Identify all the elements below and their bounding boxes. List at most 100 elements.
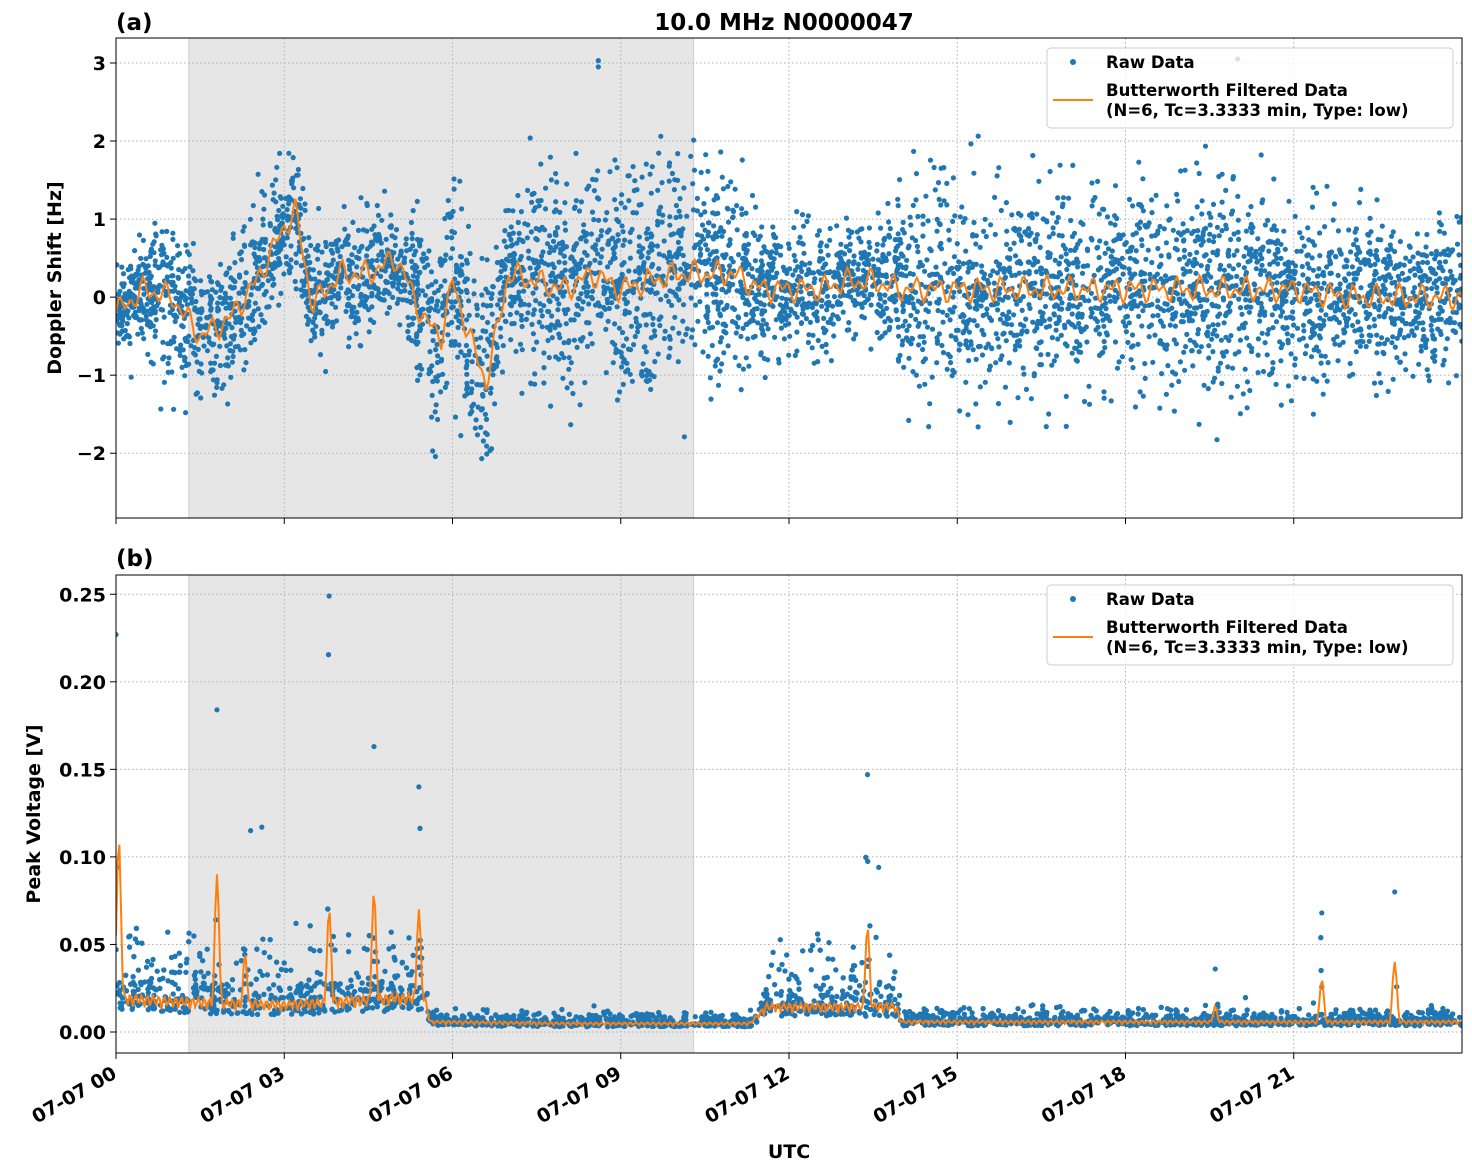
raw-data-point <box>1379 335 1385 341</box>
raw-data-point <box>458 433 464 439</box>
raw-data-point <box>1317 315 1323 321</box>
raw-data-point <box>1021 323 1027 329</box>
raw-data-point <box>1180 221 1186 227</box>
raw-data-point <box>810 301 816 307</box>
raw-data-point <box>654 243 661 249</box>
raw-data-point <box>1006 315 1012 321</box>
raw-data-point <box>1172 245 1178 251</box>
raw-data-point <box>558 250 564 256</box>
raw-data-point <box>459 271 465 278</box>
raw-data-point <box>1241 253 1247 259</box>
raw-data-point <box>1334 334 1340 340</box>
raw-data-point <box>571 258 577 265</box>
raw-data-point <box>720 252 726 258</box>
raw-data-point <box>636 202 642 208</box>
raw-data-point <box>1266 327 1272 333</box>
raw-data-point <box>568 273 574 279</box>
raw-data-point <box>710 236 717 242</box>
raw-data-point <box>786 245 792 251</box>
raw-data-point <box>213 289 219 295</box>
raw-data-point <box>1201 297 1207 303</box>
raw-data-point <box>1187 337 1193 343</box>
raw-data-point <box>607 169 613 175</box>
raw-data-point <box>649 164 655 170</box>
raw-data-point <box>1157 338 1163 344</box>
raw-data-point <box>128 279 134 285</box>
raw-data-point <box>1414 302 1420 308</box>
raw-data-point <box>539 313 545 319</box>
raw-data-point <box>673 214 679 221</box>
raw-data-point <box>719 174 725 180</box>
raw-data-point <box>933 264 939 270</box>
raw-data-point <box>498 268 504 275</box>
raw-data-point <box>167 309 173 316</box>
raw-data-point <box>1288 398 1294 404</box>
raw-data-point <box>316 270 322 276</box>
raw-data-point <box>875 266 882 272</box>
raw-data-point <box>431 290 438 296</box>
raw-data-point <box>609 339 616 345</box>
raw-data-point <box>589 288 596 294</box>
raw-data-point <box>1341 312 1347 318</box>
raw-data-point <box>1243 228 1249 234</box>
raw-data-point <box>1429 317 1435 323</box>
raw-data-point <box>913 237 919 244</box>
raw-data-point <box>824 293 831 299</box>
raw-data-point <box>405 328 411 335</box>
raw-data-point <box>800 306 806 312</box>
raw-data-point <box>532 371 538 377</box>
raw-data-point <box>1047 316 1053 322</box>
raw-data-point <box>712 274 719 280</box>
raw-data-point <box>781 336 788 342</box>
raw-data-point <box>208 305 214 312</box>
raw-data-point <box>734 203 740 209</box>
raw-data-point <box>286 262 292 268</box>
raw-data-point <box>1196 349 1202 355</box>
raw-data-point <box>1306 265 1312 271</box>
raw-data-point <box>568 360 574 366</box>
raw-data-point <box>203 322 209 328</box>
raw-data-point <box>650 321 656 328</box>
raw-data-point <box>1215 304 1222 310</box>
raw-data-point <box>1311 347 1317 353</box>
raw-data-point <box>194 390 200 396</box>
raw-data-point <box>1112 213 1118 219</box>
raw-data-point <box>1406 275 1412 281</box>
raw-data-point <box>800 223 807 229</box>
raw-data-point <box>1436 259 1443 266</box>
raw-data-point <box>1206 355 1212 361</box>
raw-data-point <box>714 280 720 286</box>
raw-data-point <box>170 236 176 242</box>
raw-data-point <box>596 217 602 223</box>
raw-data-point <box>675 248 681 254</box>
raw-data-point <box>904 257 910 263</box>
raw-data-point <box>546 354 552 361</box>
raw-data-point <box>1364 315 1370 322</box>
raw-data-point <box>1181 237 1187 243</box>
raw-data-point <box>389 233 395 239</box>
raw-data-point <box>1164 203 1170 209</box>
raw-data-point <box>1027 305 1033 311</box>
raw-data-point <box>1140 208 1146 214</box>
raw-data-point <box>368 239 375 245</box>
raw-data-point <box>148 273 154 279</box>
raw-data-point <box>587 331 594 337</box>
raw-data-point <box>1290 299 1296 305</box>
raw-data-point <box>951 270 957 277</box>
raw-data-point <box>743 259 750 265</box>
raw-data-point <box>518 209 525 215</box>
raw-data-point <box>895 262 901 268</box>
raw-data-point <box>547 244 554 250</box>
raw-data-point <box>718 335 725 341</box>
raw-data-point <box>430 378 436 385</box>
raw-data-point <box>388 273 394 279</box>
raw-data-point <box>815 359 821 365</box>
raw-data-point <box>1305 225 1311 231</box>
raw-data-point <box>666 353 672 359</box>
raw-data-point <box>547 154 554 160</box>
raw-data-point <box>666 178 672 184</box>
raw-data-point <box>588 294 595 300</box>
raw-data-point <box>1418 343 1424 349</box>
raw-data-point <box>648 241 655 247</box>
raw-data-point <box>499 289 505 295</box>
